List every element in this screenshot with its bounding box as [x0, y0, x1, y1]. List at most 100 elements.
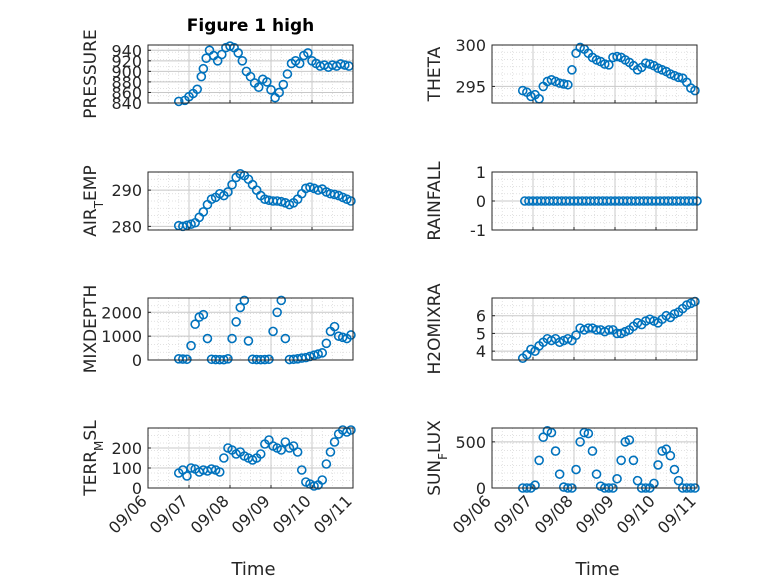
x-tick-label: 09/10 [613, 491, 659, 537]
data-point [219, 453, 229, 463]
data-point [567, 65, 577, 75]
y-axis-label: AIRTEMP [81, 165, 106, 236]
data-point [554, 469, 565, 479]
y-tick-label: 6 [476, 307, 486, 326]
data-point [178, 354, 188, 364]
data-point [673, 475, 684, 486]
y-axis-label: PRESSURE [81, 29, 101, 118]
data-point [550, 446, 561, 456]
y-tick-label: 300 [455, 36, 486, 55]
x-tick-label: 09/11 [654, 491, 700, 537]
data-point [266, 85, 276, 95]
data-point [294, 58, 305, 69]
y-axis-label: THETA [425, 46, 445, 102]
x-tick-label: 09/06 [449, 491, 495, 537]
data-point [653, 460, 663, 470]
x-tick-label: 09/07 [490, 491, 536, 537]
data-point [624, 435, 635, 445]
y-tick-label: 900 [111, 62, 142, 81]
subplot-2: 300 295 THETA [425, 36, 700, 104]
axes-box [491, 44, 698, 104]
axes-box [147, 171, 354, 231]
y-tick-label: 100 [111, 459, 142, 478]
data-point [583, 428, 594, 439]
axes-box [491, 427, 698, 489]
data-point [233, 48, 243, 58]
y-tick-label: 1 [476, 163, 486, 182]
data-point [591, 469, 602, 479]
y-tick-label: 880 [111, 73, 142, 92]
y-tick-label: 2000 [101, 303, 142, 322]
y-tick-label: 920 [111, 52, 142, 71]
data-point [313, 349, 323, 359]
data-point [339, 60, 350, 70]
data-point [303, 48, 313, 58]
y-tick-label: 290 [111, 181, 142, 200]
data-point [173, 96, 184, 107]
data-point [616, 455, 626, 466]
data-point [276, 295, 287, 306]
data-point [198, 309, 209, 320]
data-point [301, 352, 311, 363]
data-point [182, 471, 192, 481]
y-tick-label: 1000 [101, 327, 142, 346]
chart-title: Figure 1 high [187, 16, 315, 36]
data-point [579, 427, 590, 438]
x-tick-label: 09/09 [228, 491, 274, 537]
y-tick-label: 0 [476, 479, 486, 498]
data-point [227, 333, 237, 344]
data-point [272, 307, 282, 318]
data-point [612, 51, 622, 62]
data-point [243, 336, 254, 346]
data-point [198, 207, 209, 217]
x-tick-label: 09/08 [187, 491, 233, 537]
data-point [325, 447, 336, 457]
y-axis-label: H2OMIXRA [425, 283, 445, 374]
data-point [182, 220, 192, 231]
axes-box [491, 297, 698, 361]
data-point [190, 319, 200, 330]
data-point [186, 340, 196, 351]
data-point [669, 464, 680, 475]
data-point [223, 354, 233, 364]
data-point [530, 480, 540, 491]
y-tick-label: -1 [470, 221, 486, 240]
x-tick-label: 09/06 [105, 491, 151, 537]
data-point [628, 455, 639, 466]
x-tick-label: 09/10 [269, 491, 315, 537]
data-point [305, 182, 315, 193]
data-point [665, 450, 676, 461]
data-point [571, 330, 581, 341]
y-axis-label: RAINFALL [425, 161, 445, 241]
y-axis-label: SUNFLUX [425, 420, 450, 496]
data-point [571, 464, 581, 475]
data-point [612, 473, 622, 484]
data-point [202, 333, 213, 344]
data-point [337, 332, 348, 343]
y-tick-label: 840 [111, 94, 142, 113]
data-point [329, 189, 340, 200]
data-point [255, 449, 266, 459]
data-point [317, 348, 328, 358]
y-tick-label: 500 [455, 433, 486, 452]
data-point [292, 447, 303, 457]
data-point [227, 179, 237, 190]
data-point [192, 84, 202, 95]
data-point [262, 77, 272, 87]
data-point [186, 219, 196, 229]
data-point [599, 59, 610, 69]
x-axis-label: Time [230, 559, 275, 580]
data-point [333, 331, 344, 341]
data-point [231, 317, 241, 327]
data-point [563, 79, 573, 90]
data-point [296, 465, 307, 475]
data-point [198, 63, 209, 74]
y-tick-label: 0 [132, 351, 142, 370]
subplot-5: 2000 1000 0 MIXDEPTH [81, 285, 356, 373]
data-point [546, 427, 557, 438]
data-point [575, 437, 585, 447]
data-point [237, 56, 248, 66]
